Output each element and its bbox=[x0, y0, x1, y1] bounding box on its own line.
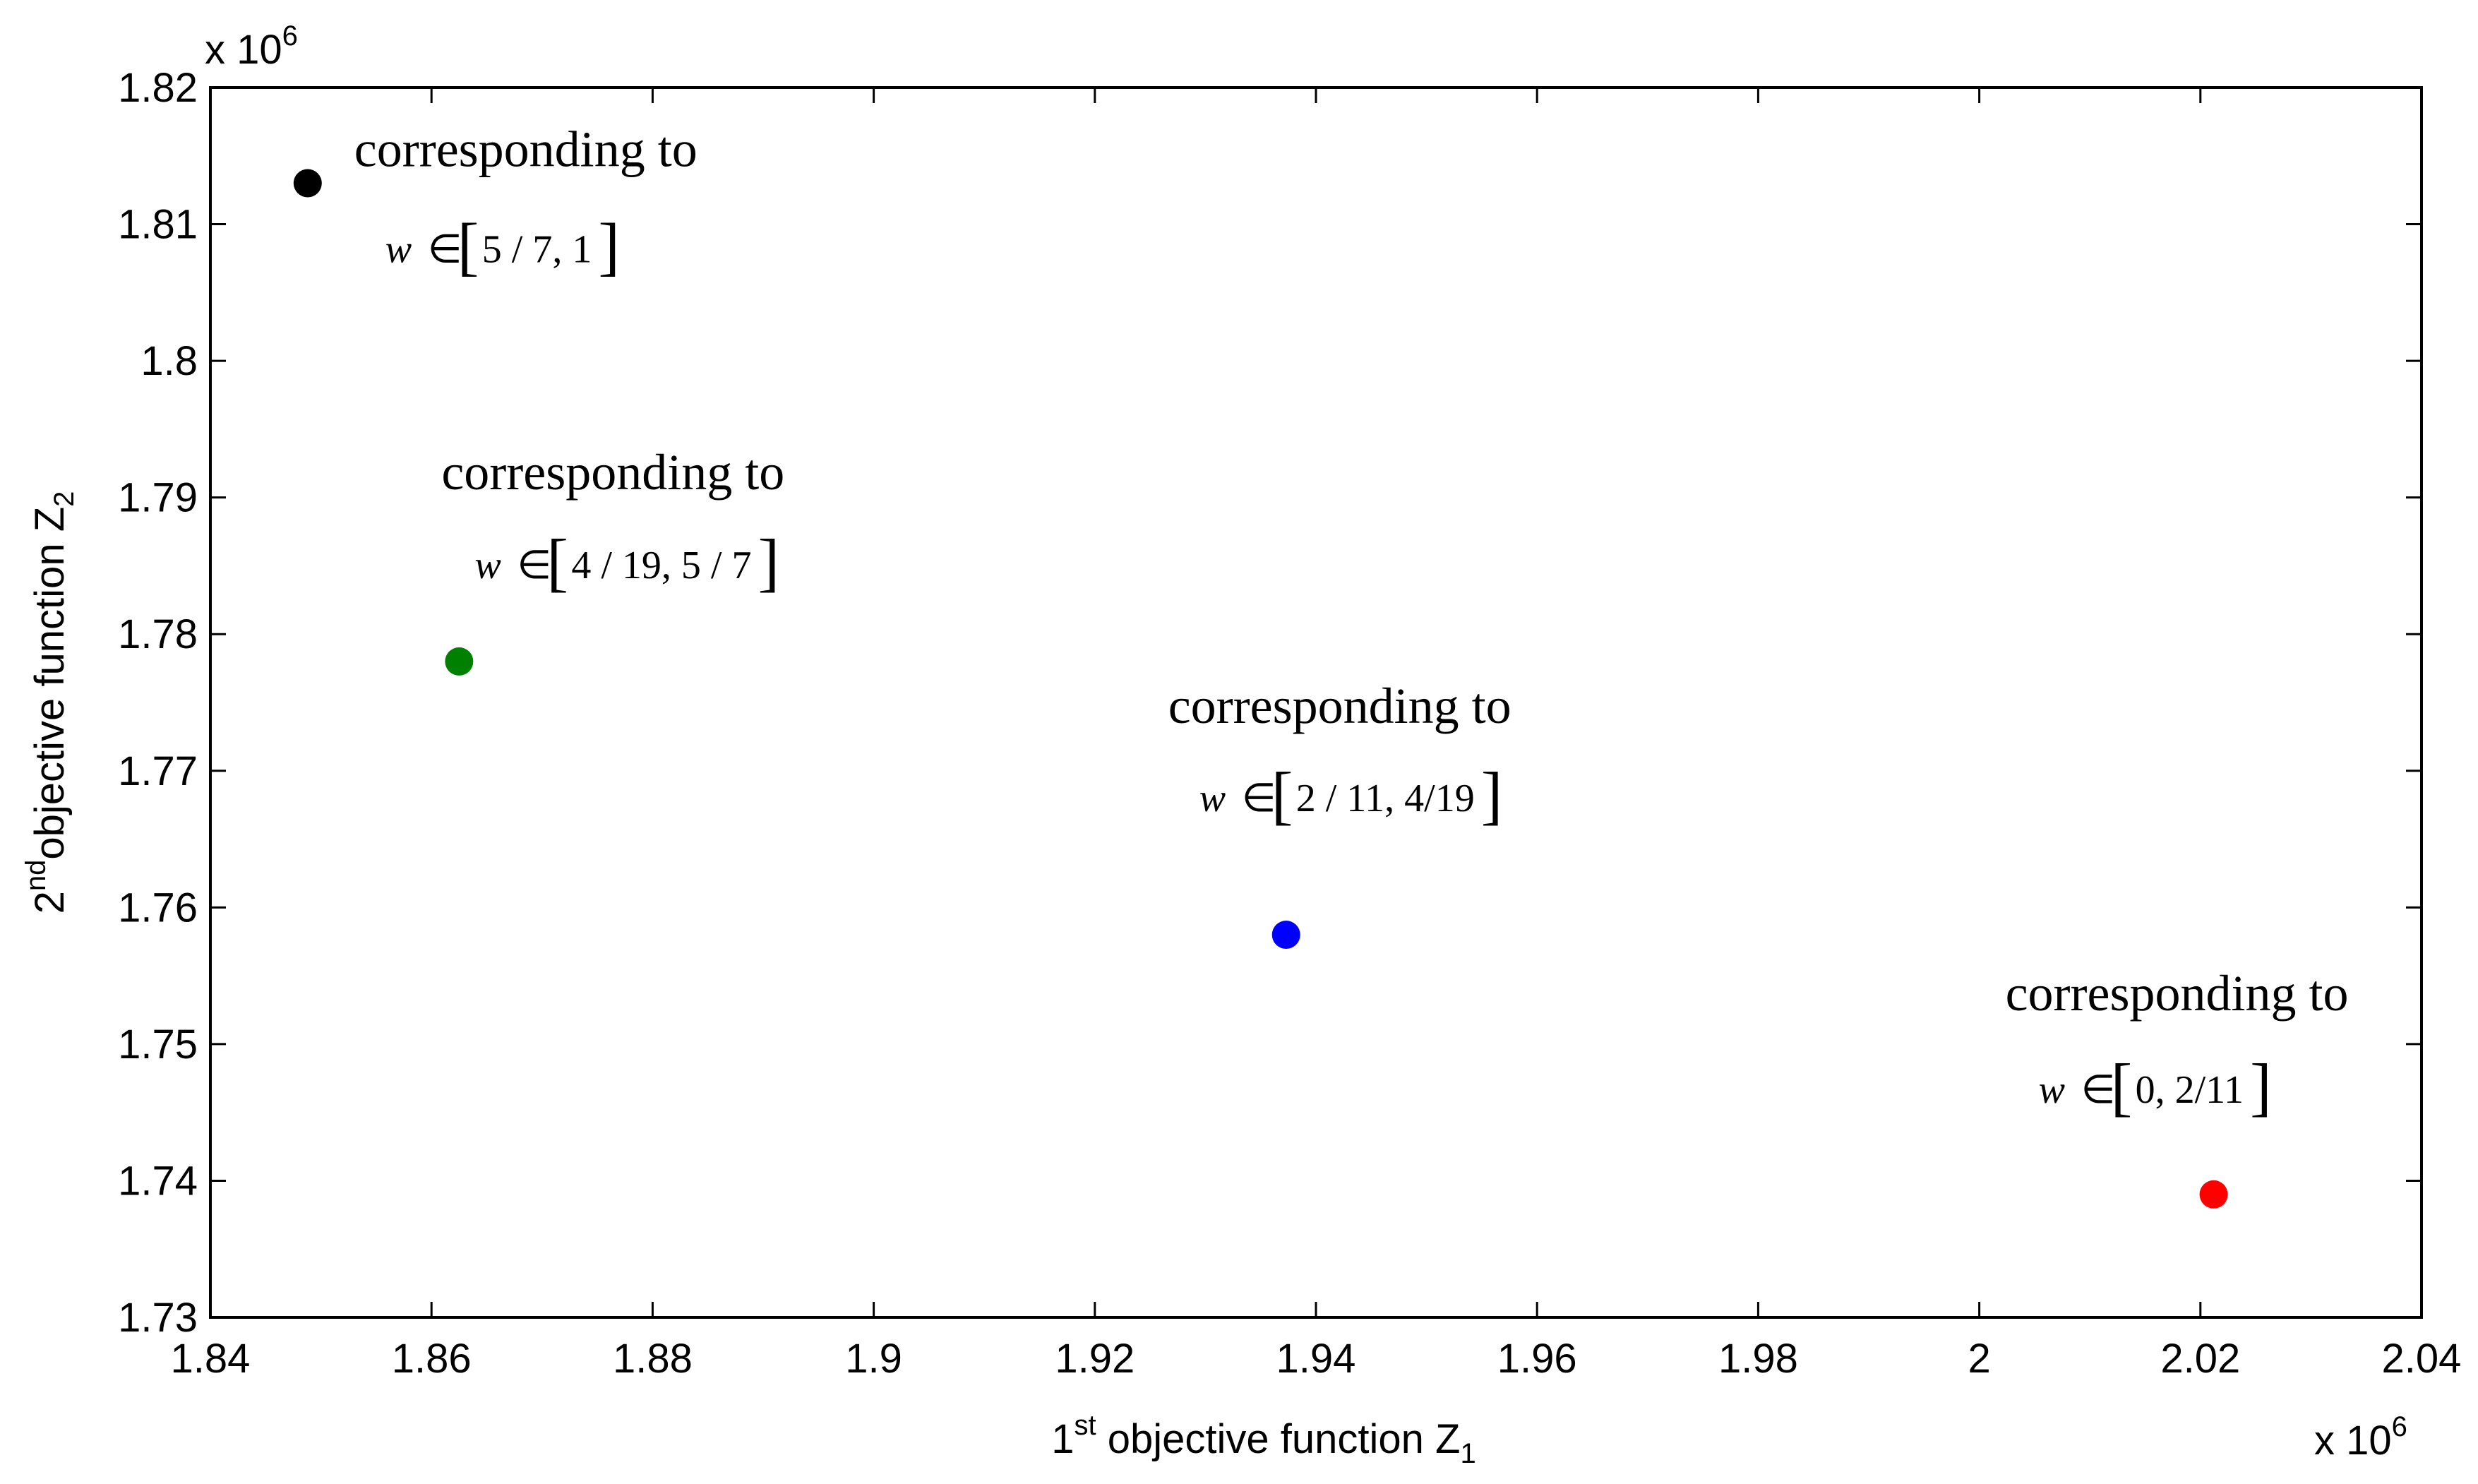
data-point bbox=[1271, 921, 1300, 950]
point-annotation-text: corresponding to bbox=[441, 444, 784, 501]
point-group: corresponding to w ∈[4 / 19, 5 / 7] bbox=[441, 444, 784, 676]
x-tick-label: 1.94 bbox=[1276, 1336, 1356, 1382]
annotation-member-symbol: ∈ bbox=[428, 227, 462, 271]
annotation-member-symbol: ∈ bbox=[517, 544, 551, 587]
point-group: corresponding to w ∈[5 / 7, 1] bbox=[293, 121, 698, 282]
y-axis-multiplier: x 106 bbox=[205, 20, 298, 73]
x-axis: 1.84 1.86 1.88 1.9 1.92 1.94 1.96 1.98 2 2.02 2.04 bbox=[171, 88, 2462, 1382]
annotation-member-symbol: ∈ bbox=[2081, 1068, 2116, 1112]
annotation-interval: 5 / 7, 1 bbox=[482, 227, 592, 271]
annotation-left-bracket: [ bbox=[546, 526, 568, 598]
point-group: corresponding to w ∈[2 / 11, 4/19] bbox=[1168, 678, 1512, 950]
annotation-right-bracket: ] bbox=[758, 526, 779, 598]
x-axis-title: 1st objective function Z1 bbox=[1051, 1410, 1476, 1469]
annotation-right-bracket: ] bbox=[2250, 1051, 2272, 1123]
annotation-interval: 2 / 11, 4/19 bbox=[1296, 777, 1475, 820]
x-tick-label: 1.98 bbox=[1718, 1336, 1798, 1382]
y-tick-label: 1.74 bbox=[118, 1158, 198, 1204]
annotation-interval: 0, 2/11 bbox=[2136, 1068, 2244, 1112]
y-axis-title: 2ndobjective function Z2 bbox=[20, 491, 80, 914]
data-points: corresponding tow ∈[5 / 7, 1]correspondin… bbox=[293, 121, 2349, 1209]
y-tick-label: 1.79 bbox=[118, 475, 198, 521]
data-point bbox=[445, 647, 474, 676]
annotation-right-bracket: ] bbox=[598, 210, 620, 282]
y-tick-label: 1.76 bbox=[118, 885, 198, 931]
data-point bbox=[2199, 1180, 2228, 1209]
x-tick-label: 1.86 bbox=[392, 1336, 472, 1382]
y-tick-label: 1.73 bbox=[118, 1295, 198, 1341]
annotation-left-bracket: [ bbox=[457, 210, 479, 282]
annotation-left-bracket: [ bbox=[1271, 759, 1293, 831]
x-tick-label: 1.84 bbox=[171, 1336, 251, 1382]
annotation-w-symbol: w bbox=[1199, 777, 1226, 820]
annotation-right-bracket: ] bbox=[1481, 759, 1503, 831]
data-point bbox=[293, 169, 322, 198]
annotation-w-symbol: w bbox=[474, 544, 501, 587]
annotation-w-symbol: w bbox=[385, 227, 412, 271]
x-tick-label: 1.9 bbox=[845, 1336, 902, 1382]
point-group: corresponding to w ∈[0, 2/11] bbox=[2006, 965, 2349, 1209]
x-tick-label: 1.92 bbox=[1055, 1336, 1135, 1382]
x-tick-label: 2 bbox=[1968, 1336, 1990, 1382]
plot-area bbox=[209, 86, 2423, 1319]
x-tick-label: 2.02 bbox=[2160, 1336, 2240, 1382]
y-tick-label: 1.75 bbox=[118, 1022, 198, 1067]
annotation-left-bracket: [ bbox=[2111, 1051, 2133, 1123]
point-annotation-text: corresponding to bbox=[2006, 965, 2349, 1022]
y-axis: 1.73 1.74 1.75 1.76 1.77 1.78 1.79 1.8 1.81 1.82 bbox=[118, 65, 2422, 1341]
y-tick-label: 1.8 bbox=[140, 338, 198, 384]
x-tick-label: 1.88 bbox=[613, 1336, 693, 1382]
point-annotation-text: corresponding to bbox=[354, 121, 698, 177]
annotation-member-symbol: ∈ bbox=[1242, 777, 1276, 820]
y-tick-label: 1.81 bbox=[118, 202, 198, 248]
annotation-w-symbol: w bbox=[2039, 1068, 2065, 1112]
y-tick-label: 1.77 bbox=[118, 748, 198, 794]
y-tick-label: 1.82 bbox=[118, 65, 198, 111]
x-tick-label: 2.04 bbox=[2382, 1336, 2462, 1382]
x-tick-label: 1.96 bbox=[1497, 1336, 1577, 1382]
annotation-interval: 4 / 19, 5 / 7 bbox=[571, 544, 751, 587]
y-tick-label: 1.78 bbox=[118, 611, 198, 657]
x-axis-multiplier: x 106 bbox=[2314, 1411, 2407, 1464]
point-annotation-text: corresponding to bbox=[1168, 678, 1512, 734]
